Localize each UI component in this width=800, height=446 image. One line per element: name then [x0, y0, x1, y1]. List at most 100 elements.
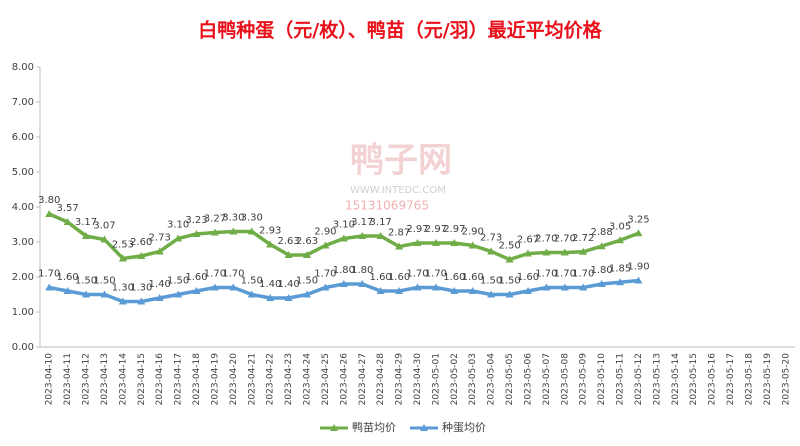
data-label: 1.85 — [609, 263, 631, 274]
legend-swatch — [330, 424, 338, 431]
marker — [155, 294, 164, 301]
data-label: 1.70 — [535, 269, 557, 280]
marker — [247, 290, 256, 298]
x-tick-label: 2023-05-08 — [560, 353, 570, 406]
data-label: 2.70 — [535, 234, 557, 245]
data-label: 2.97 — [425, 224, 447, 235]
data-label: 3.10 — [167, 220, 189, 231]
data-label: 2.63 — [296, 236, 318, 247]
marker — [616, 278, 625, 286]
x-tick-label: 2023-05-05 — [505, 353, 515, 405]
marker — [616, 236, 625, 244]
data-label: 1.70 — [406, 269, 428, 280]
x-tick-label: 2023-05-03 — [468, 353, 478, 405]
data-label: 2.73 — [149, 232, 171, 243]
data-label: 3.17 — [75, 217, 97, 228]
marker — [431, 283, 440, 291]
data-label: 3.25 — [627, 214, 649, 225]
data-label: 1.50 — [93, 276, 115, 287]
marker — [505, 290, 514, 298]
data-label: 1.80 — [333, 265, 355, 276]
data-label: 1.40 — [149, 279, 171, 290]
data-label: 2.72 — [572, 233, 594, 244]
x-tick-label: 2023-05-18 — [744, 353, 754, 406]
legend-label: 鸭苗均价 — [352, 421, 396, 434]
data-label: 1.70 — [204, 269, 226, 280]
marker — [118, 297, 127, 305]
marker — [468, 287, 477, 294]
data-label: 1.70 — [572, 269, 594, 280]
data-label: 2.53 — [112, 239, 134, 250]
x-tick-label: 2023-04-14 — [118, 353, 128, 406]
data-label: 2.63 — [277, 236, 299, 247]
data-label: 1.80 — [591, 265, 613, 276]
marker — [560, 283, 569, 291]
marker — [468, 241, 477, 249]
data-label: 1.50 — [75, 276, 97, 287]
watermark: 15131069765 — [345, 199, 429, 213]
marker — [376, 287, 385, 294]
data-label: 3.17 — [351, 217, 373, 228]
data-label: 3.10 — [333, 220, 355, 231]
marker — [634, 276, 643, 284]
x-tick-label: 2023-05-11 — [616, 353, 626, 405]
marker — [413, 239, 422, 247]
x-tick-label: 2023-05-01 — [431, 353, 441, 405]
marker — [542, 248, 551, 256]
marker — [63, 218, 72, 226]
marker — [82, 290, 91, 298]
data-label: 1.60 — [56, 272, 78, 283]
x-tick-label: 2023-04-26 — [339, 353, 349, 406]
x-tick-label: 2023-05-17 — [726, 353, 736, 405]
data-label: 1.60 — [388, 272, 410, 283]
marker — [174, 290, 183, 298]
marker — [431, 239, 440, 247]
y-tick-label: 3.00 — [12, 237, 34, 248]
data-label: 3.23 — [185, 215, 207, 226]
marker — [542, 283, 551, 291]
x-tick-label: 2023-04-18 — [192, 353, 202, 406]
marker — [174, 234, 183, 242]
marker — [247, 227, 256, 235]
data-label: 1.60 — [185, 272, 207, 283]
data-label: 2.50 — [498, 241, 520, 252]
marker — [266, 240, 275, 248]
data-label: 1.60 — [462, 272, 484, 283]
marker — [284, 294, 293, 301]
x-tick-label: 2023-05-10 — [597, 353, 607, 406]
x-tick-label: 2023-05-19 — [763, 353, 773, 406]
x-tick-label: 2023-04-12 — [82, 353, 92, 405]
data-label: 2.90 — [314, 227, 336, 238]
marker — [118, 254, 127, 262]
data-label: 1.50 — [480, 276, 502, 287]
marker — [523, 287, 532, 294]
data-label: 2.87 — [388, 228, 410, 239]
x-tick-label: 2023-04-28 — [376, 353, 386, 406]
data-label: 1.40 — [277, 279, 299, 290]
data-label: 1.70 — [554, 269, 576, 280]
x-tick-label: 2023-04-20 — [229, 353, 239, 406]
x-tick-label: 2023-04-25 — [321, 353, 331, 405]
data-label: 1.50 — [241, 276, 263, 287]
x-tick-label: 2023-05-07 — [542, 353, 552, 405]
marker — [45, 210, 54, 217]
marker — [303, 250, 312, 258]
x-tick-label: 2023-05-13 — [652, 353, 662, 405]
y-tick-label: 4.00 — [12, 202, 34, 213]
data-label: 1.30 — [112, 283, 134, 294]
x-tick-label: 2023-05-02 — [450, 353, 460, 405]
data-label: 2.97 — [443, 224, 465, 235]
data-label: 2.67 — [517, 235, 539, 246]
marker — [358, 232, 367, 240]
x-tick-label: 2023-04-19 — [210, 353, 220, 406]
marker — [137, 297, 146, 305]
data-label: 2.88 — [591, 227, 613, 238]
marker — [634, 229, 643, 237]
x-tick-label: 2023-05-20 — [781, 353, 791, 406]
marker — [487, 290, 496, 298]
data-label: 1.60 — [370, 272, 392, 283]
marker — [395, 287, 404, 294]
marker — [579, 283, 588, 291]
data-label: 2.93 — [259, 225, 281, 236]
x-tick-label: 2023-05-04 — [487, 353, 497, 406]
